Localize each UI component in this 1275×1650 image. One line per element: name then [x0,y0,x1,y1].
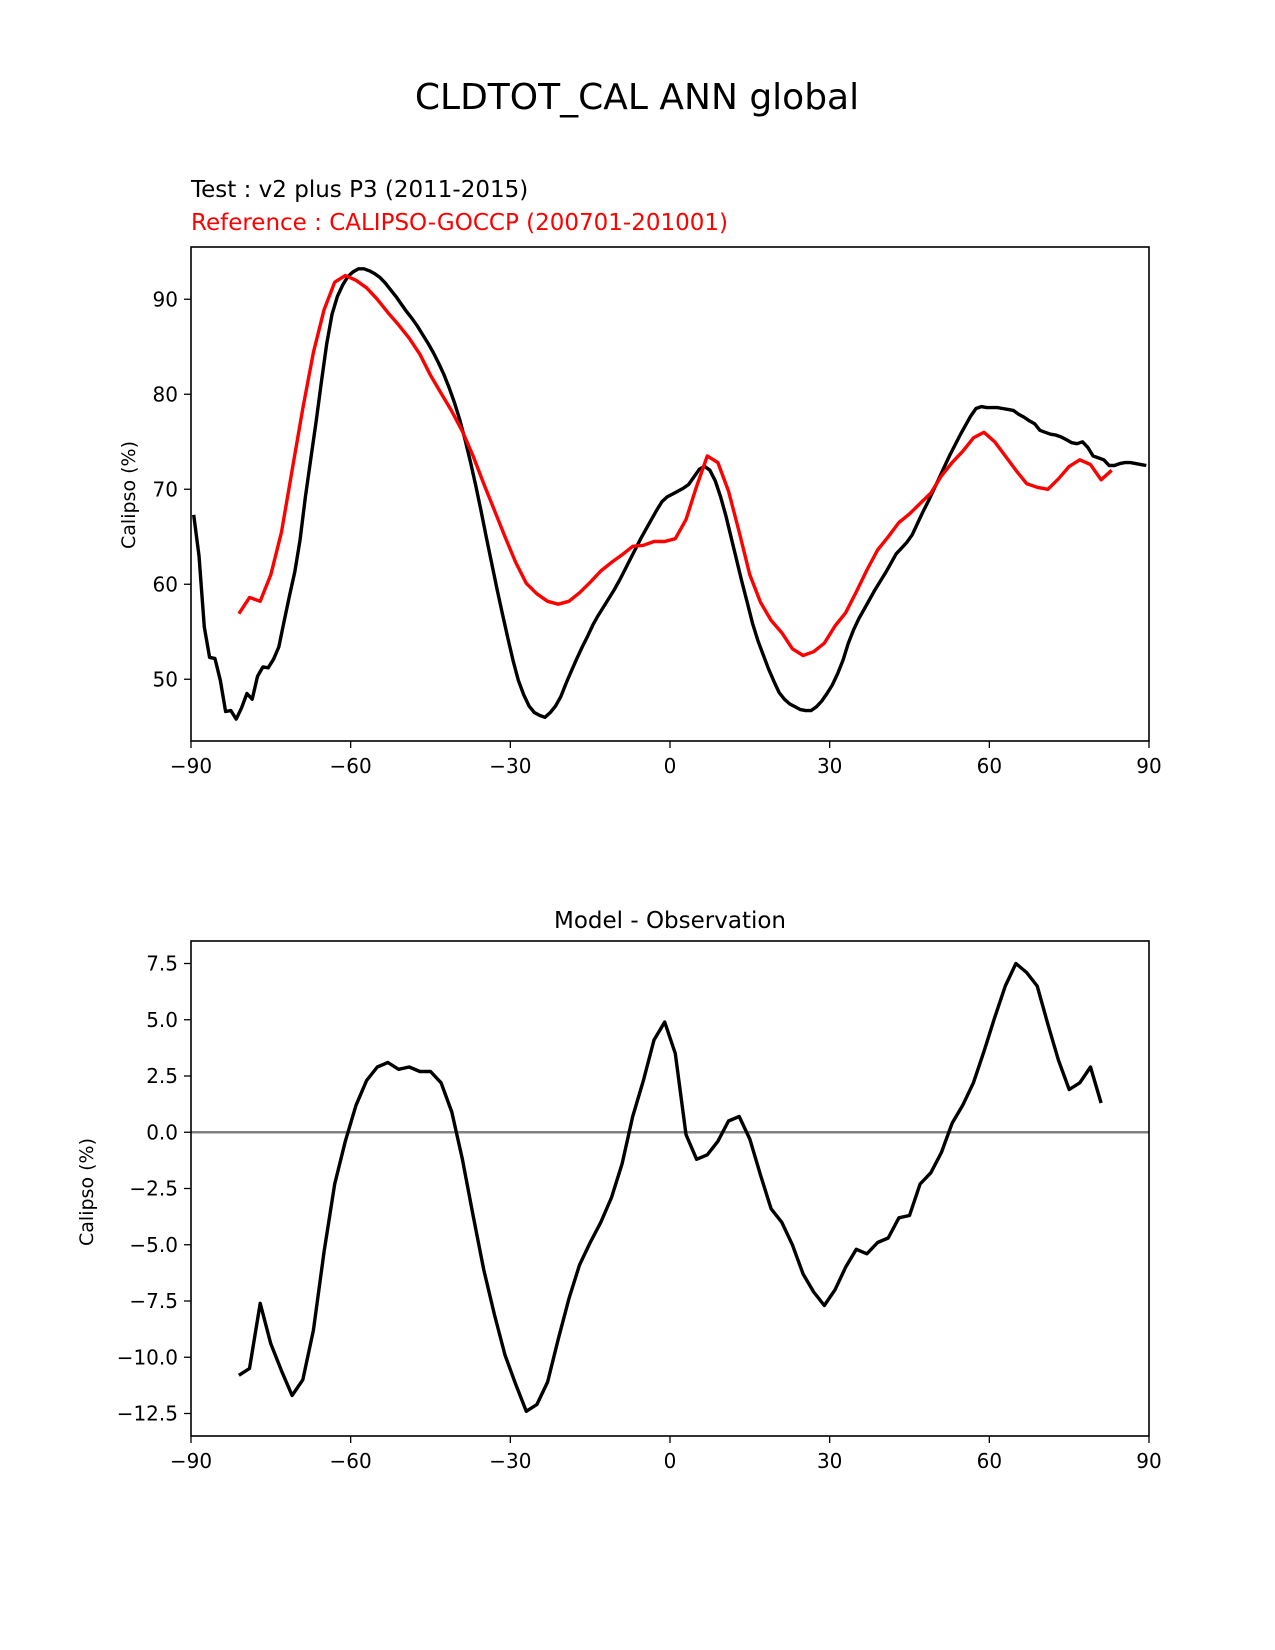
y-tick-label: 90 [153,287,178,311]
x-tick-label: 0 [664,754,677,778]
x-tick-label: 90 [1136,754,1161,778]
x-tick-label: −30 [489,1449,531,1473]
y-tick-label: 60 [153,572,178,596]
y-tick-label: 7.5 [146,952,178,976]
top-axes: −90 −60 −30 0 30 60 90 50 60 70 80 90 [153,287,1162,778]
bottom-series [191,961,1149,1413]
x-tick-label: −60 [330,1449,372,1473]
y-tick-label: 5.0 [146,1008,178,1032]
x-tick-label: 90 [1136,1449,1161,1473]
reference-line [237,273,1113,658]
x-tick-label: −30 [489,754,531,778]
y-tick-label: 80 [153,382,178,406]
bottom-axes-frame [190,940,1150,1437]
diff-title: Model - Observation [554,908,786,934]
x-tick-label: 60 [977,1449,1002,1473]
top-series [192,267,1147,721]
y-tick-label: −12.5 [117,1402,178,1426]
reference-title: Reference : CALIPSO-GOCCP (200701-201001… [191,210,728,236]
bottom-y-axis-label: Calipso (%) [76,1138,98,1246]
y-tick-label: 2.5 [146,1064,178,1088]
x-tick-label: −90 [170,1449,212,1473]
x-tick-label: 30 [817,754,842,778]
top-axes-frame [190,246,1150,742]
bottom-axes: −90 −60 −30 0 30 60 90 −12.5 −10.0 −7.5 −5.0 −2.5 0.… [117,952,1162,1474]
y-tick-label: −5.0 [129,1233,178,1257]
x-tick-label: 60 [977,754,1002,778]
test-title: Test : v2 plus P3 (2011-2015) [190,177,528,203]
top-y-axis-label: Calipso (%) [118,441,140,549]
x-tick-label: 0 [664,1449,677,1473]
x-tick-label: −60 [330,754,372,778]
y-tick-label: 50 [153,667,178,691]
y-tick-label: 70 [153,477,178,501]
x-tick-label: −90 [170,754,212,778]
x-tick-label: 30 [817,1449,842,1473]
y-tick-label: −2.5 [129,1177,178,1201]
y-tick-label: −7.5 [129,1289,178,1313]
test-line [192,267,1147,721]
y-tick-label: 0.0 [146,1120,178,1144]
figure-suptitle: CLDTOT_CAL ANN global [415,77,859,118]
bottom-panel: Model - Observation Calipso (%) −90 −60 −3… [76,908,1162,1473]
top-panel: Test : v2 plus P3 (2011-2015) Reference … [118,177,1162,778]
diff-line [237,961,1103,1413]
y-tick-label: −10.0 [117,1345,178,1369]
